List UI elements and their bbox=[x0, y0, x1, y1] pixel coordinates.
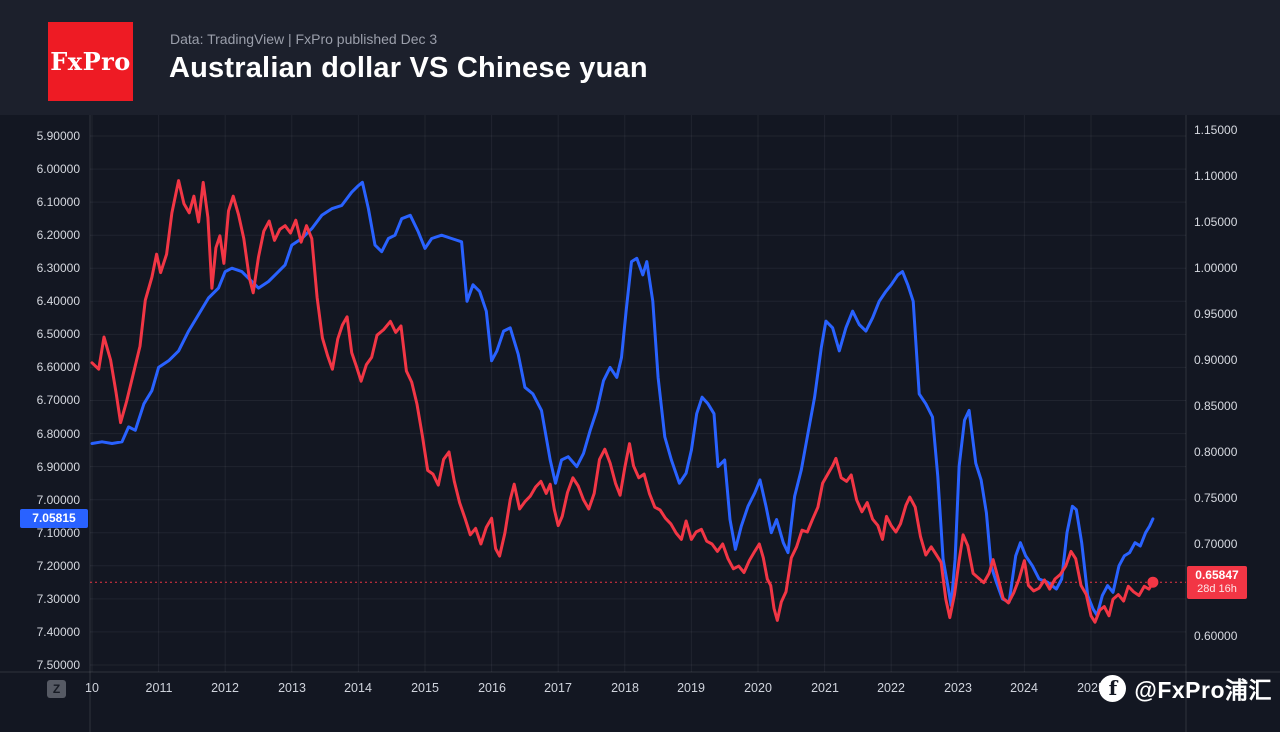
red-price-countdown: 28d 16h bbox=[1197, 583, 1237, 595]
left-axis-tick: 6.30000 bbox=[36, 261, 80, 275]
left-axis-tick: 7.10000 bbox=[36, 526, 80, 540]
right-axis-tick: 0.60000 bbox=[1194, 629, 1238, 643]
chart-header: FxPro Data: TradingView | FxPro publishe… bbox=[0, 0, 1280, 115]
left-axis-tick: 7.00000 bbox=[36, 493, 80, 507]
left-axis-tick: 7.50000 bbox=[36, 658, 80, 672]
right-axis-tick: 0.80000 bbox=[1194, 445, 1238, 459]
time-axis-tick: 2025 bbox=[1077, 681, 1105, 695]
right-axis-tick: 0.90000 bbox=[1194, 353, 1238, 367]
time-axis-tick: 2024 bbox=[1010, 681, 1038, 695]
right-axis-tick: 1.10000 bbox=[1194, 169, 1238, 183]
right-axis-tick: 0.95000 bbox=[1194, 307, 1238, 321]
time-axis-tick: 2020 bbox=[744, 681, 772, 695]
left-axis-tick: 6.40000 bbox=[36, 294, 80, 308]
right-axis-tick: 1.05000 bbox=[1194, 215, 1238, 229]
left-price-scale[interactable]: 5.90000 6.00000 6.10000 6.20000 6.30000 6.400… bbox=[0, 0, 84, 732]
right-axis-tick: 1.00000 bbox=[1194, 261, 1238, 275]
source-line: Data: TradingView | FxPro published Dec … bbox=[170, 31, 438, 47]
page-title: Australian dollar VS Chinese yuan bbox=[169, 52, 648, 84]
left-axis-tick: 7.20000 bbox=[36, 559, 80, 573]
time-axis-tick: 2023 bbox=[944, 681, 972, 695]
left-axis-tick: 6.10000 bbox=[36, 195, 80, 209]
time-axis-tick: 2013 bbox=[278, 681, 306, 695]
cny-series-line bbox=[90, 180, 1155, 617]
fxpro-logo: FxPro bbox=[48, 22, 133, 101]
left-axis-tick: 6.50000 bbox=[36, 327, 80, 341]
right-axis-tick: 1.15000 bbox=[1194, 123, 1238, 137]
blue-price-label: 7.05815 bbox=[20, 509, 88, 528]
timezone-button[interactable]: Z bbox=[47, 680, 66, 698]
time-axis-tick: 10 bbox=[85, 681, 99, 695]
right-price-scale[interactable]: 1.15000 1.10000 1.05000 1.00000 0.95000 0.900… bbox=[1192, 0, 1280, 732]
time-axis-tick: 2021 bbox=[811, 681, 839, 695]
right-axis-tick: 0.75000 bbox=[1194, 491, 1238, 505]
left-axis-tick: 6.00000 bbox=[36, 162, 80, 176]
red-series-end-dot bbox=[1147, 576, 1159, 588]
left-axis-tick: 7.40000 bbox=[36, 625, 80, 639]
left-axis-tick: 6.90000 bbox=[36, 460, 80, 474]
left-axis-tick: 6.70000 bbox=[36, 393, 80, 407]
watermark-text: @FxPro浦汇 bbox=[1134, 677, 1272, 703]
time-axis-tick: 2016 bbox=[478, 681, 506, 695]
time-axis-tick: 2012 bbox=[211, 681, 239, 695]
time-scale[interactable]: 10 2011 2012 2013 2014 2015 2016 2017 2018 2019 20… bbox=[0, 672, 1280, 732]
time-axis-tick: 2019 bbox=[677, 681, 705, 695]
left-axis-tick: 5.90000 bbox=[36, 129, 80, 143]
left-axis-tick: 6.60000 bbox=[36, 360, 80, 374]
time-axis-tick: 2018 bbox=[611, 681, 639, 695]
right-axis-tick: 0.70000 bbox=[1194, 537, 1238, 551]
red-price-value: 0.65847 bbox=[1195, 568, 1239, 582]
time-axis-tick: 2022 bbox=[877, 681, 905, 695]
left-axis-tick: 6.80000 bbox=[36, 427, 80, 441]
time-axis-tick: 2017 bbox=[544, 681, 572, 695]
right-axis-tick: 0.85000 bbox=[1194, 399, 1238, 413]
fxpro-watermark: f @FxPro浦汇 bbox=[1099, 673, 1272, 703]
left-axis-tick: 7.30000 bbox=[36, 592, 80, 606]
aud-series-line bbox=[90, 179, 1155, 624]
red-price-label: 0.65847 28d 16h bbox=[1187, 566, 1247, 599]
left-axis-tick: 6.20000 bbox=[36, 228, 80, 242]
time-axis-tick: 2011 bbox=[145, 681, 173, 695]
time-axis-tick: 2015 bbox=[411, 681, 439, 695]
fxpro-logo-icon: f bbox=[1099, 674, 1127, 702]
time-axis-tick: 2014 bbox=[344, 681, 372, 695]
